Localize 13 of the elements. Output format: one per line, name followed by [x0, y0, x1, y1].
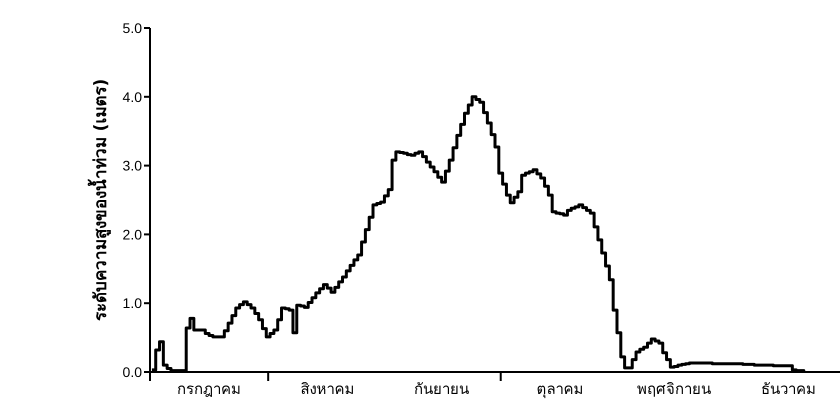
x-tick-label: กันยายน: [414, 380, 470, 398]
y-tick-label: 4.0: [122, 88, 142, 105]
x-tick-label: กรกฎาคม: [177, 380, 242, 398]
y-tick-label: 5.0: [122, 20, 142, 36]
x-tick-label: ธันวาคม: [761, 380, 816, 398]
x-tick-label: พฤศจิกายน: [637, 380, 712, 398]
y-tick-label: 1.0: [122, 295, 142, 312]
x-tick-label: ตุลาคม: [536, 380, 584, 399]
y-tick-label: 3.0: [122, 158, 142, 174]
x-tick-label: สิงหาคม: [300, 380, 354, 398]
y-axis-title: ระดับความสูงของน้ำท่วม (เมตร): [87, 78, 112, 322]
y-tick-label: 0.0: [122, 364, 142, 380]
y-tick-label: 2.0: [122, 226, 142, 242]
